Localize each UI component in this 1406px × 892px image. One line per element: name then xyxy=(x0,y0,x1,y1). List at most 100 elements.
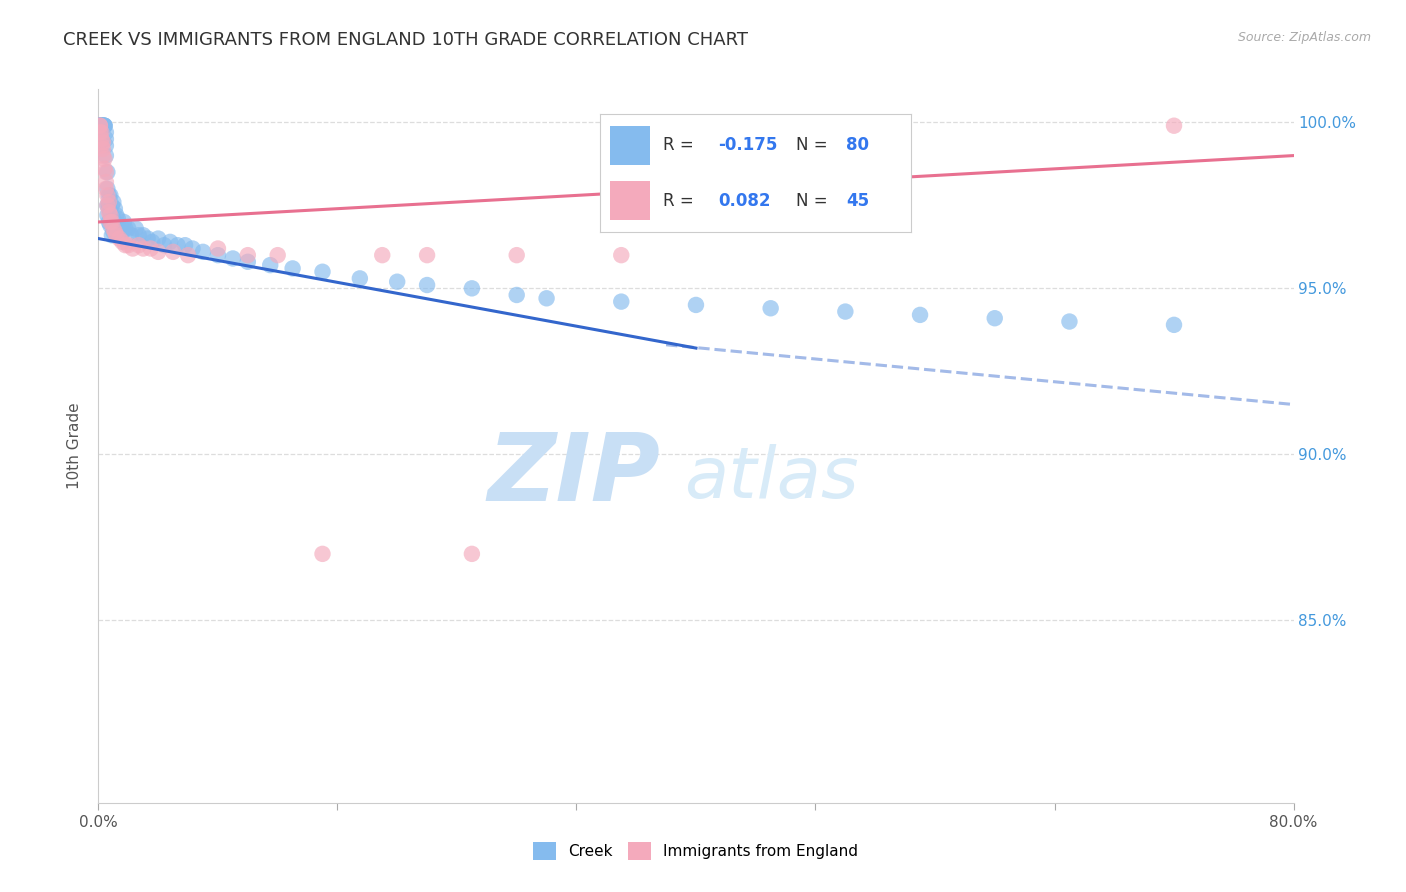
Text: Source: ZipAtlas.com: Source: ZipAtlas.com xyxy=(1237,31,1371,45)
Point xyxy=(114,238,136,252)
Point xyxy=(90,138,112,153)
Point xyxy=(136,231,159,245)
Point xyxy=(90,119,112,133)
Point xyxy=(162,244,184,259)
Point xyxy=(101,198,124,212)
Point xyxy=(94,175,117,189)
Point xyxy=(103,211,125,226)
Point xyxy=(98,205,122,219)
Point xyxy=(132,242,155,256)
Text: atlas: atlas xyxy=(685,443,859,513)
Text: CREEK VS IMMIGRANTS FROM ENGLAND 10TH GRADE CORRELATION CHART: CREEK VS IMMIGRANTS FROM ENGLAND 10TH GR… xyxy=(63,31,748,49)
Point xyxy=(207,242,229,256)
Point xyxy=(90,119,112,133)
Point xyxy=(91,119,114,133)
Point xyxy=(108,221,131,235)
Point xyxy=(94,165,117,179)
Point xyxy=(108,231,131,245)
Point xyxy=(97,205,120,219)
Point xyxy=(91,136,114,150)
Point xyxy=(349,271,371,285)
Point xyxy=(610,248,633,262)
Point xyxy=(110,219,132,233)
Point xyxy=(94,138,117,153)
Point xyxy=(101,215,124,229)
Point xyxy=(506,288,529,302)
Point xyxy=(128,228,150,243)
Point xyxy=(94,125,117,139)
Point xyxy=(1059,314,1081,328)
Point xyxy=(96,208,118,222)
Point xyxy=(148,231,170,245)
Point xyxy=(536,291,558,305)
Point xyxy=(96,198,118,212)
Point xyxy=(148,244,170,259)
Point xyxy=(685,298,707,312)
Point xyxy=(96,188,118,202)
Point xyxy=(139,242,162,256)
Point xyxy=(97,215,120,229)
Point xyxy=(120,228,142,243)
Point xyxy=(104,202,127,216)
Point xyxy=(89,119,111,133)
Point xyxy=(101,228,124,243)
Point xyxy=(105,208,128,222)
Point xyxy=(105,225,128,239)
Point xyxy=(236,254,259,268)
Point xyxy=(311,265,333,279)
Point xyxy=(159,235,181,249)
Point xyxy=(89,119,111,133)
Point xyxy=(281,261,304,276)
Point xyxy=(97,195,120,210)
Point xyxy=(117,238,139,252)
Point xyxy=(506,248,529,262)
Point xyxy=(117,221,139,235)
Point xyxy=(236,248,259,262)
Point xyxy=(90,132,112,146)
Point xyxy=(222,252,245,266)
Point xyxy=(93,161,115,176)
Point xyxy=(1163,119,1185,133)
Point xyxy=(91,119,114,133)
Point xyxy=(207,248,229,262)
Point xyxy=(89,119,111,133)
Point xyxy=(166,238,188,252)
Point xyxy=(112,215,135,229)
Point xyxy=(191,244,214,259)
Point xyxy=(311,547,333,561)
Point xyxy=(385,275,409,289)
Point xyxy=(93,152,115,166)
Point xyxy=(103,195,125,210)
Point xyxy=(98,208,122,222)
Point xyxy=(461,547,484,561)
Point xyxy=(259,258,281,272)
Point xyxy=(89,119,111,133)
Point xyxy=(97,188,120,202)
Point xyxy=(128,238,150,252)
Point xyxy=(416,278,439,293)
Point xyxy=(93,119,115,133)
Point xyxy=(461,281,484,295)
Point xyxy=(104,225,127,239)
Point xyxy=(89,119,111,133)
Text: ZIP: ZIP xyxy=(488,428,661,521)
Point xyxy=(96,198,118,212)
Point xyxy=(908,308,931,322)
Point xyxy=(153,238,176,252)
Point xyxy=(114,221,136,235)
Point xyxy=(94,148,117,162)
Point xyxy=(267,248,290,262)
Point xyxy=(98,188,122,202)
Point xyxy=(90,119,112,133)
Point xyxy=(91,119,114,133)
Point xyxy=(121,242,143,256)
Point xyxy=(94,132,117,146)
Point xyxy=(103,221,125,235)
Point xyxy=(416,248,439,262)
Point xyxy=(141,235,163,249)
Point xyxy=(759,301,782,316)
Point xyxy=(177,248,200,262)
Point xyxy=(98,219,122,233)
Point xyxy=(89,119,111,133)
Y-axis label: 10th Grade: 10th Grade xyxy=(67,402,83,490)
